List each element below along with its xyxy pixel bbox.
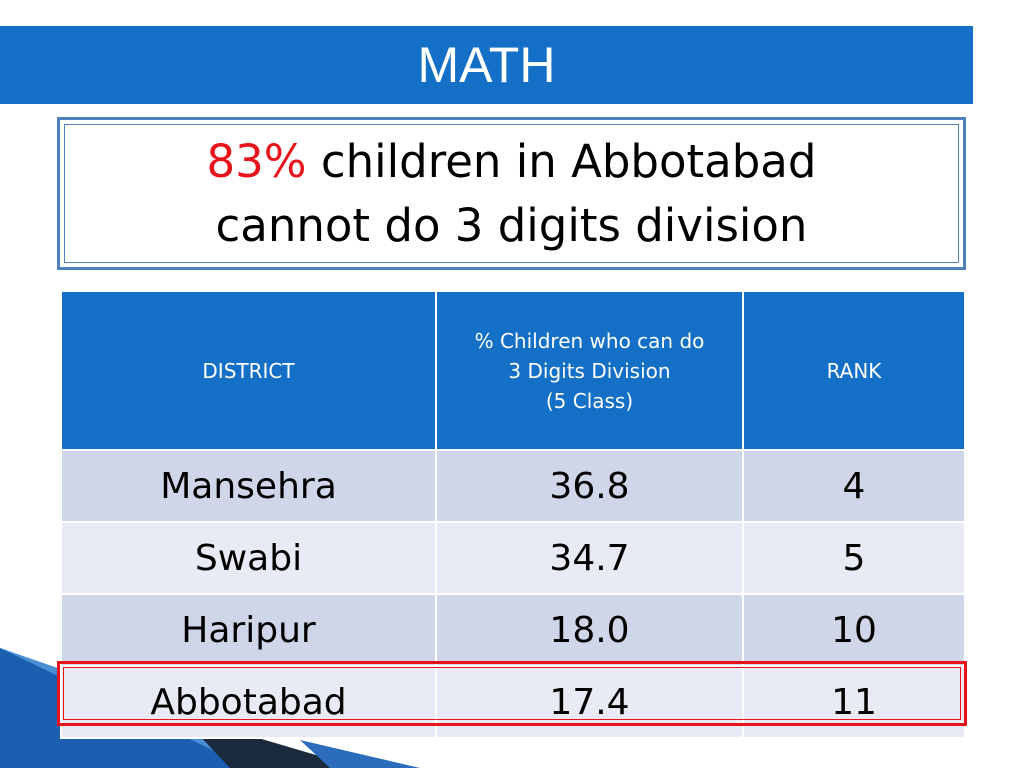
cell-district: Swabi: [60, 521, 437, 595]
table-header-row: DISTRICT % Children who can do 3 Digits …: [60, 290, 966, 451]
cell-district: Mansehra: [60, 449, 437, 523]
headline-box: 83% children in Abbotabad cannot do 3 di…: [57, 117, 966, 270]
cell-district: Abbotabad: [60, 665, 437, 739]
headline: 83% children in Abbotabad cannot do 3 di…: [207, 130, 817, 258]
cell-percentage: 34.7: [435, 521, 744, 595]
table-row: Swabi 34.7 5: [60, 521, 966, 595]
header-district: DISTRICT: [60, 290, 437, 451]
cell-rank: 4: [742, 449, 966, 523]
table-row-highlighted: Abbotabad 17.4 11: [60, 665, 966, 739]
cell-percentage: 18.0: [435, 593, 744, 667]
headline-line2: cannot do 3 digits division: [215, 198, 808, 252]
cell-percentage: 17.4: [435, 665, 744, 739]
slide-title-bar: MATH: [0, 26, 973, 104]
cell-district: Haripur: [60, 593, 437, 667]
highlight-frame: [57, 661, 967, 726]
cell-percentage: 36.8: [435, 449, 744, 523]
cell-rank: 10: [742, 593, 966, 667]
slide-title: MATH: [417, 37, 556, 93]
header-rank: RANK: [742, 290, 966, 451]
table-row: Haripur 18.0 10: [60, 593, 966, 667]
header-percentage: % Children who can do 3 Digits Division …: [435, 290, 744, 451]
cell-rank: 11: [742, 665, 966, 739]
headline-percentage: 83%: [206, 134, 307, 188]
header-percentage-line2: 3 Digits Division: [508, 358, 671, 383]
cell-rank: 5: [742, 521, 966, 595]
headline-line1: children in Abbotabad: [320, 134, 817, 188]
district-table: DISTRICT % Children who can do 3 Digits …: [60, 290, 966, 739]
header-percentage-line1: % Children who can do: [474, 328, 705, 353]
header-percentage-line3: (5 Class): [545, 388, 634, 413]
table-row: Mansehra 36.8 4: [60, 449, 966, 523]
